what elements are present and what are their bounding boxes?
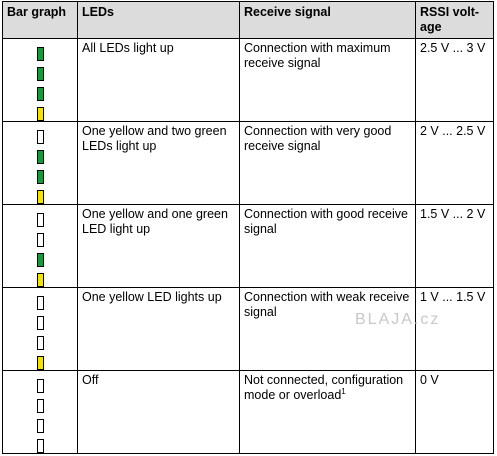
led-off-icon <box>36 439 44 453</box>
table-row: One yellow LED lights up Connection with … <box>2 287 494 371</box>
leds-cell: Off <box>77 370 240 454</box>
led-green-icon <box>36 150 44 164</box>
leds-cell: All LEDs light up <box>77 38 240 122</box>
receive-signal-cell: Connection with good receive signal <box>239 204 416 288</box>
header-bar-graph: Bar graph <box>2 1 78 39</box>
bar-graph-cell <box>2 121 78 205</box>
receive-signal-text: Connection with very good receive signal <box>244 124 392 153</box>
bar-graph <box>36 296 44 370</box>
header-row: Bar graph LEDs Receive signal RSSI volt-… <box>2 1 494 39</box>
led-off-icon <box>36 130 44 144</box>
led-yellow-icon <box>36 190 44 204</box>
bar-graph-cell <box>2 370 78 454</box>
receive-signal-cell: Connection with very good receive signal <box>239 121 416 205</box>
leds-cell: One yellow and one green LED light up <box>77 204 240 288</box>
header-receive-signal: Receive signal <box>239 1 416 39</box>
rssi-voltage-cell: 0 V <box>415 370 494 454</box>
led-green-icon <box>36 67 44 81</box>
receive-signal-text: Connection with good receive signal <box>244 207 408 236</box>
bar-graph <box>36 130 44 204</box>
bar-graph-cell <box>2 287 78 371</box>
header-rssi-voltage: RSSI volt-age <box>415 1 494 39</box>
led-yellow-icon <box>36 273 44 287</box>
led-green-icon <box>36 47 44 61</box>
rssi-voltage-cell: 2.5 V ... 3 V <box>415 38 494 122</box>
leds-cell: One yellow LED lights up <box>77 287 240 371</box>
rssi-voltage-cell: 1.5 V ... 2 V <box>415 204 494 288</box>
receive-signal-text: Connection with weak receive signal <box>244 290 410 319</box>
receive-signal-text: Not connected, configuration mode or ove… <box>244 373 404 402</box>
watermark: BLAJA.cz <box>355 311 441 328</box>
table-row: All LEDs light up Connection with maximum… <box>2 38 494 122</box>
led-off-icon <box>36 336 44 350</box>
led-off-icon <box>36 213 44 227</box>
bar-graph-cell <box>2 204 78 288</box>
led-off-icon <box>36 316 44 330</box>
leds-cell: One yellow and two green LEDs light up <box>77 121 240 205</box>
led-green-icon <box>36 170 44 184</box>
led-green-icon <box>36 253 44 267</box>
led-off-icon <box>36 379 44 393</box>
receive-signal-text: Connection with maximum receive signal <box>244 41 391 70</box>
bar-graph <box>36 47 44 121</box>
led-yellow-icon <box>36 356 44 370</box>
receive-signal-cell: Connection with weak receive signal <box>239 287 416 371</box>
receive-signal-cell: Not connected, configuration mode or ove… <box>239 370 416 454</box>
footnote-marker: 1 <box>341 386 346 396</box>
bar-graph <box>36 379 44 453</box>
bar-graph-cell <box>2 38 78 122</box>
receive-signal-cell: Connection with maximum receive signal <box>239 38 416 122</box>
table-row: Off Not connected, configuration mode or … <box>2 370 494 454</box>
led-yellow-icon <box>36 107 44 121</box>
table-row: One yellow and two green LEDs light up Co… <box>2 121 494 205</box>
led-off-icon <box>36 399 44 413</box>
bar-graph <box>36 213 44 287</box>
led-off-icon <box>36 419 44 433</box>
led-off-icon <box>36 233 44 247</box>
rssi-voltage-cell: 1 V ... 1.5 V <box>415 287 494 371</box>
led-green-icon <box>36 87 44 101</box>
header-leds: LEDs <box>77 1 240 39</box>
table-row: One yellow and one green LED light up Con… <box>2 204 494 288</box>
rssi-voltage-cell: 2 V ... 2.5 V <box>415 121 494 205</box>
led-off-icon <box>36 296 44 310</box>
